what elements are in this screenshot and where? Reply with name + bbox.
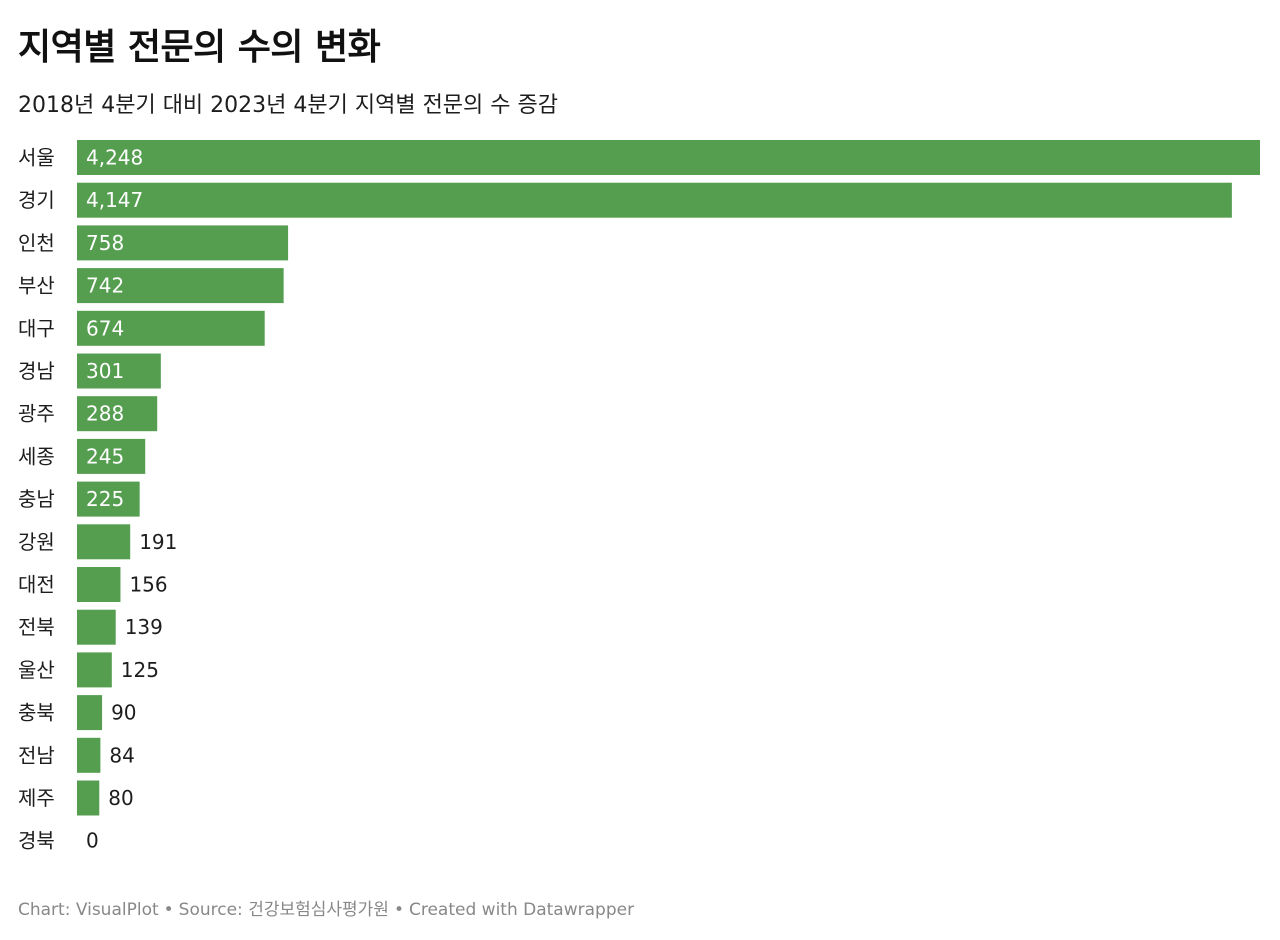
- footer-separator: •: [163, 900, 174, 920]
- category-label: 대전: [18, 573, 55, 597]
- footer-separator: •: [393, 900, 404, 920]
- value-label: 674: [86, 316, 124, 340]
- bar: [77, 438, 146, 474]
- chart-subtitle: 2018년 4분기 대비 2023년 4분기 지역별 전문의 수 증감: [18, 93, 558, 118]
- value-label: 80: [108, 786, 133, 810]
- bar: [77, 695, 103, 731]
- category-label: 충남: [18, 487, 55, 511]
- bar-row: 세종 245: [18, 438, 146, 474]
- value-label: 742: [86, 274, 124, 298]
- value-label: 4,248: [86, 146, 143, 170]
- value-label: 0: [86, 829, 99, 853]
- category-label: 세종: [18, 444, 55, 468]
- value-label: 191: [139, 530, 177, 554]
- bar-row: 광주 288: [18, 396, 158, 432]
- bar: [77, 780, 100, 816]
- category-label: 전북: [18, 615, 55, 639]
- value-label: 758: [86, 231, 124, 255]
- category-label: 대구: [18, 316, 55, 340]
- bar-row: 서울 4,248: [18, 140, 1260, 175]
- bar-row: 강원 191: [18, 524, 177, 560]
- bar-row: 울산 125: [18, 652, 159, 688]
- value-label: 288: [86, 402, 124, 426]
- category-label: 충북: [18, 701, 55, 725]
- value-label: 156: [129, 573, 167, 597]
- chart-footer: Chart: VisualPlot • Source: 건강보험심사평가원 • Crea…: [18, 898, 634, 922]
- bar: [77, 268, 284, 304]
- bar-chart-svg: 서울 4,248 경기 4,147 인천 758 부산 742 대구 674 경남 301 광주 288 세…: [18, 140, 1260, 853]
- category-label: 제주: [18, 786, 55, 810]
- category-label: 인천: [18, 231, 55, 255]
- bar-row: 경북 0: [18, 829, 99, 853]
- bar-row: 대구 674: [18, 310, 265, 346]
- category-label: 서울: [18, 146, 55, 170]
- value-label: 301: [86, 359, 124, 383]
- bar: [77, 524, 131, 560]
- bar: [77, 652, 112, 688]
- value-label: 125: [121, 658, 159, 682]
- created-with-credit: Created with Datawrapper: [408, 900, 635, 920]
- category-label: 울산: [18, 658, 55, 682]
- chart-credit: Chart: VisualPlot: [18, 900, 159, 920]
- bar-row: 충북 90: [18, 695, 137, 731]
- bar-row: 부산 742: [18, 268, 284, 304]
- chart-title: 지역별 전문의 수의 변화: [18, 27, 381, 68]
- bar-row: 인천 758: [18, 225, 289, 261]
- bar-row: 충남 225: [18, 481, 140, 517]
- category-label: 경기: [18, 188, 55, 212]
- bar-row: 전북 139: [18, 609, 163, 645]
- bar: [77, 609, 116, 645]
- category-label: 전남: [18, 743, 55, 767]
- bar: [77, 140, 1260, 175]
- bar-row: 전남 84: [18, 737, 135, 773]
- bar-chart: 서울 4,248 경기 4,147 인천 758 부산 742 대구 674 경남 301 광주 288 세…: [0, 136, 1280, 864]
- category-label: 경남: [18, 359, 55, 383]
- bar: [77, 353, 161, 389]
- bar-row: 경기 4,147: [18, 182, 1232, 218]
- bar: [77, 225, 289, 261]
- bar-row: 제주 80: [18, 780, 134, 816]
- value-label: 245: [86, 444, 124, 468]
- value-label: 4,147: [86, 188, 143, 212]
- category-label: 강원: [18, 530, 55, 554]
- category-label: 부산: [18, 274, 55, 298]
- bar: [77, 310, 265, 346]
- category-label: 경북: [18, 829, 55, 853]
- bar: [77, 567, 121, 602]
- category-label: 광주: [18, 402, 55, 426]
- value-label: 139: [125, 615, 163, 639]
- bar-row: 경남 301: [18, 353, 161, 389]
- value-label: 90: [111, 701, 136, 725]
- bar: [77, 182, 1232, 218]
- bar: [77, 481, 140, 517]
- bar: [77, 737, 101, 773]
- source-credit: Source: 건강보험심사평가원: [178, 900, 389, 920]
- bar: [77, 396, 158, 432]
- value-label: 84: [109, 743, 134, 767]
- bar-row: 대전 156: [18, 567, 168, 602]
- value-label: 225: [86, 487, 124, 511]
